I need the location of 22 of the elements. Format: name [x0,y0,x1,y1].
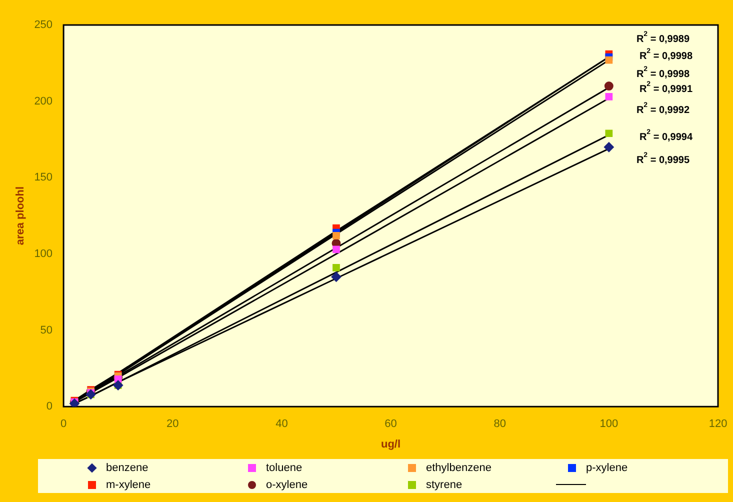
x-tick-label: 80 [494,418,506,430]
y-tick-label: 0 [46,400,53,413]
legend-label: styrene [426,478,462,490]
legend-label: ethylbenzene [426,462,492,474]
x-tick-label: 20 [166,418,179,430]
legend-label: o-xylene [266,478,308,490]
y-tick-label: 150 [34,172,53,184]
y-tick-label: 200 [34,95,53,108]
legend-label: m-xylene [106,478,151,490]
x-tick-label: 60 [384,418,397,430]
y-tick-label: 50 [40,324,53,336]
legend-label: toluene [266,462,302,474]
x-tick-label: 120 [708,418,728,430]
y-tick-label: 250 [34,19,53,32]
x-tick-label: 0 [60,418,67,430]
x-tick-label: 40 [276,418,288,430]
legend-label: benzene [106,462,148,474]
y-axis-title: area ploohl [14,186,27,246]
legend-label: p-xylene [586,462,628,474]
x-tick-label: 100 [600,418,618,430]
y-tick-label: 100 [34,248,53,260]
x-axis-title: ug/l [380,438,401,450]
